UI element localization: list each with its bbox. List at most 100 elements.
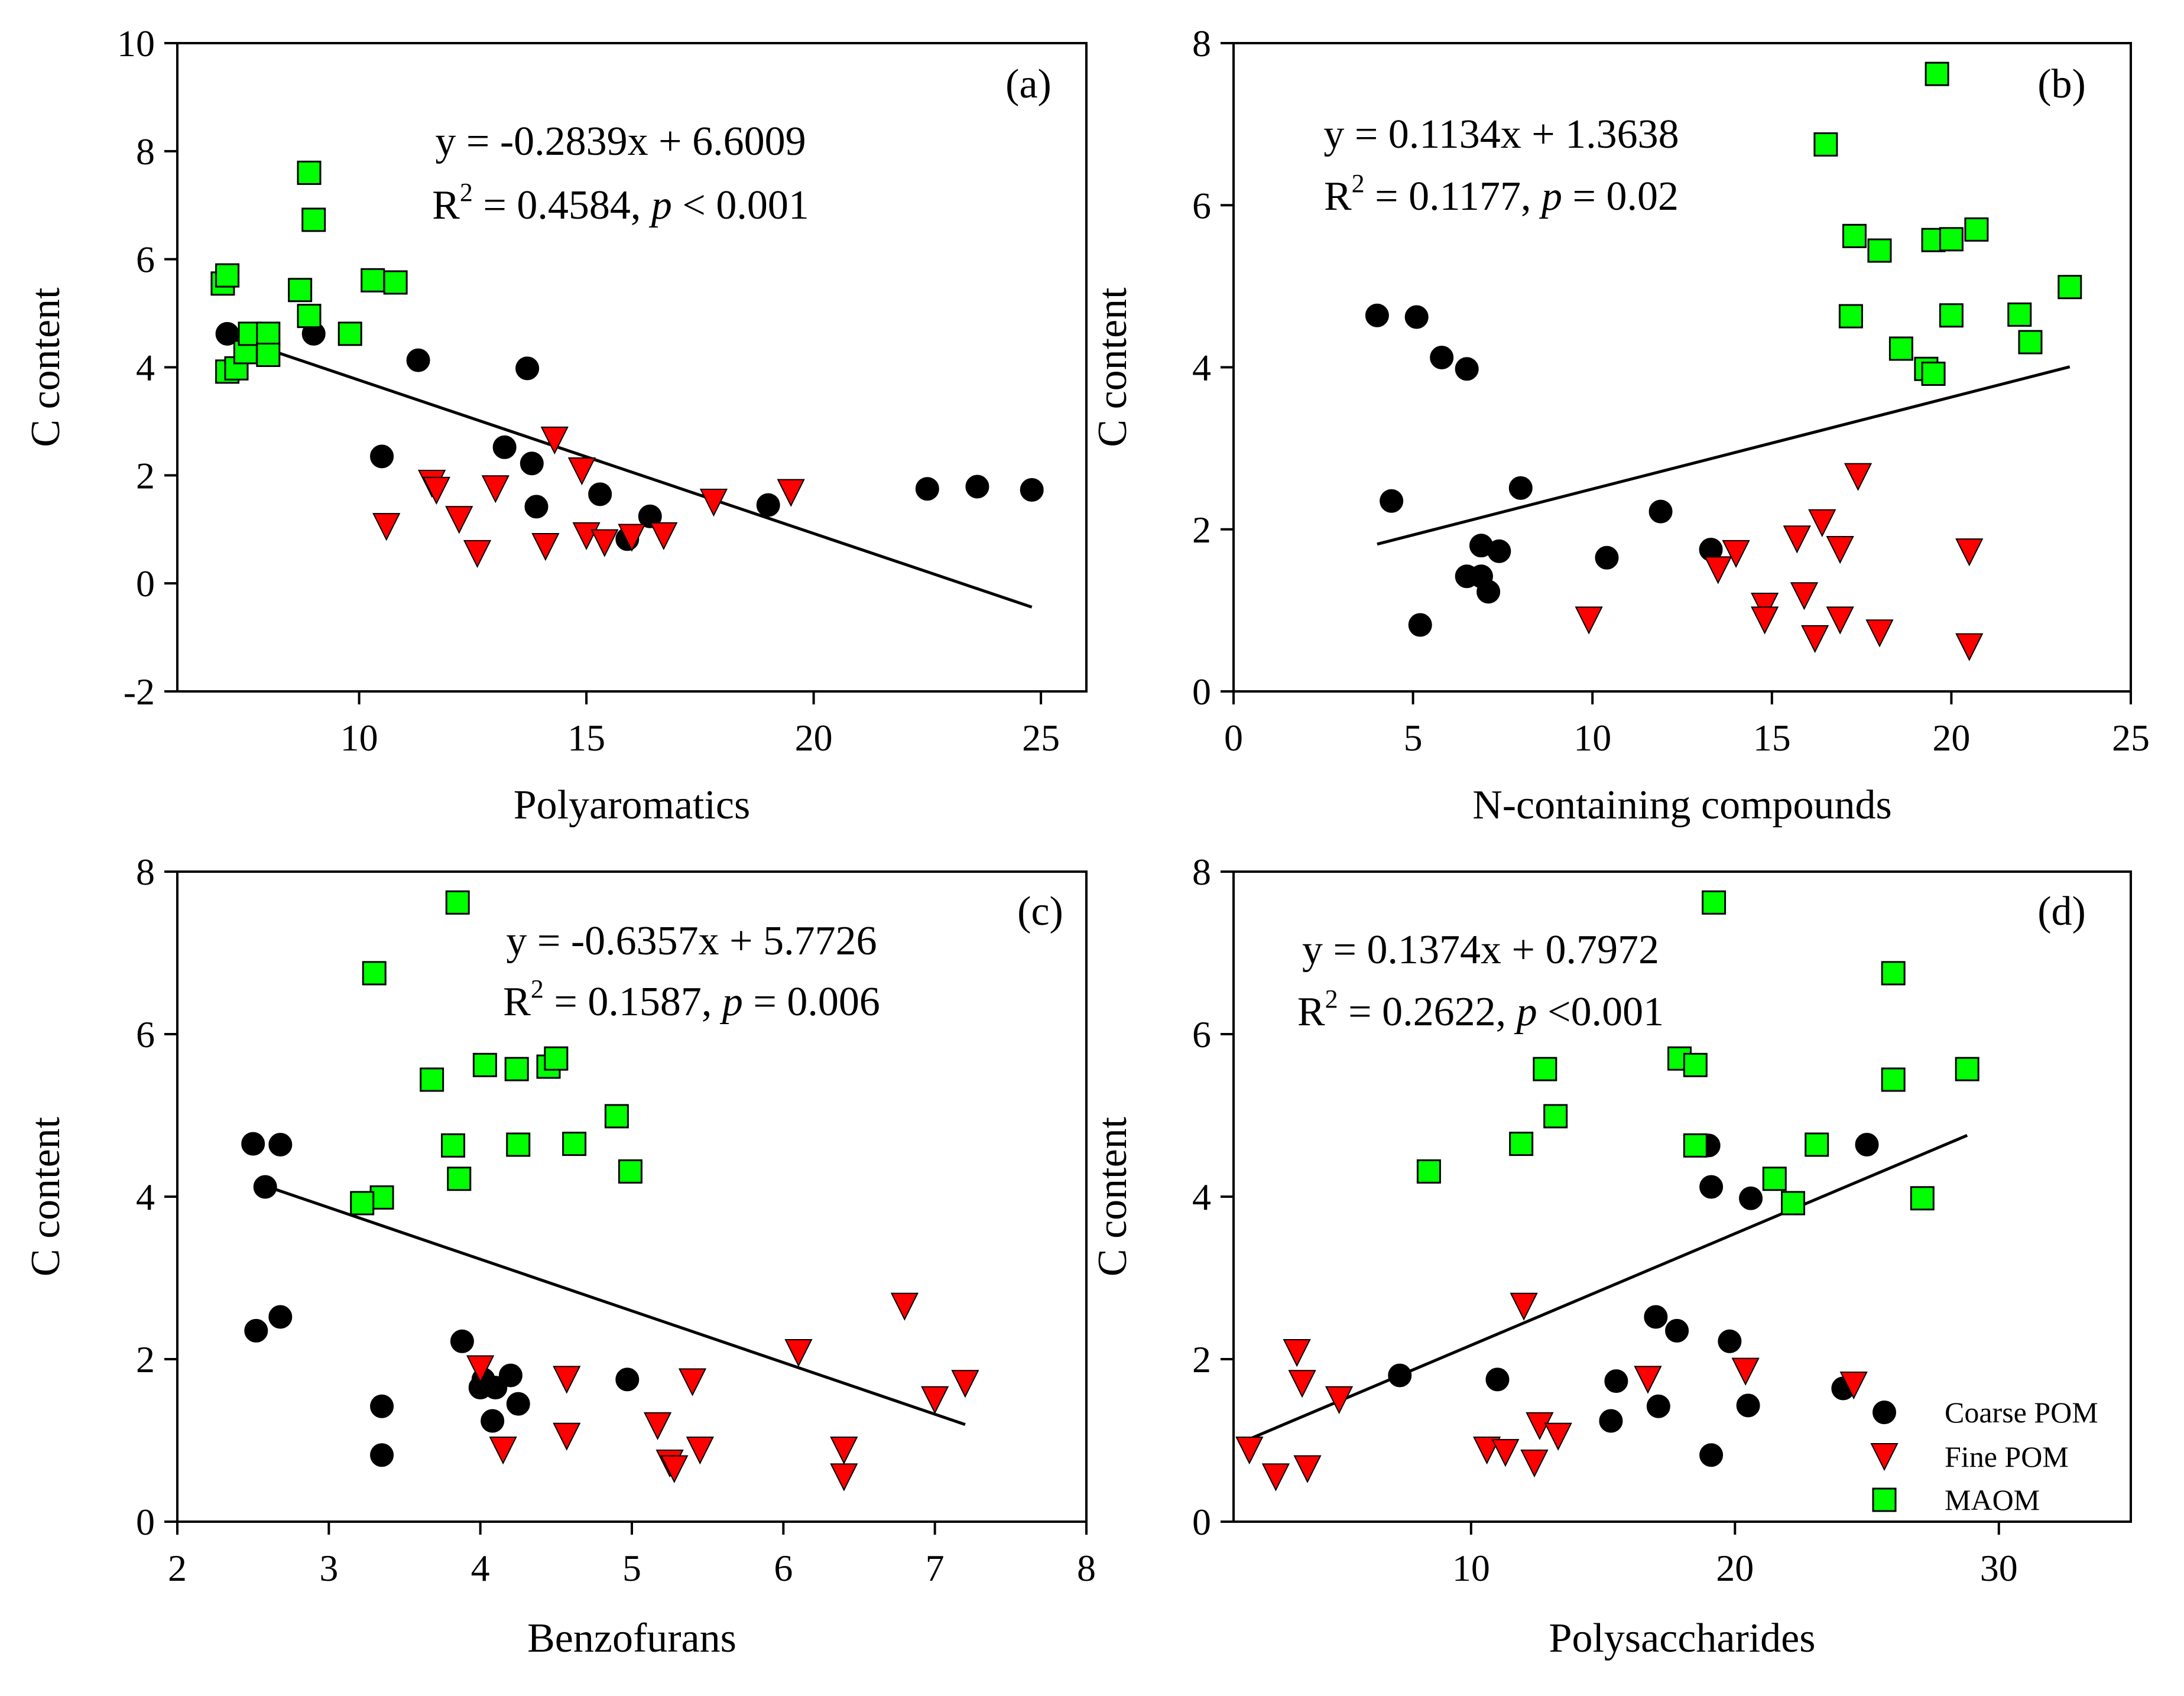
fine-pom-point <box>830 1463 858 1492</box>
fine-pom-point <box>489 1437 517 1465</box>
coarse-pom-point <box>253 1175 277 1199</box>
maom-point <box>338 321 362 346</box>
coarse-pom-point <box>756 493 780 517</box>
x-tick-label: 10 <box>1573 717 1611 759</box>
x-axis-title: Polyaromatics <box>514 782 750 828</box>
coarse-pom-point <box>1020 478 1044 502</box>
chart-panel-1: 0 2 4 6 8 0 5 10 15 20 25 N-containing compounds C c… <box>1090 22 2150 828</box>
x-tick-label: 25 <box>2112 717 2150 759</box>
legend-label: Fine POM <box>1945 1440 2069 1473</box>
fine-pom-point <box>372 513 401 541</box>
fine-pom-point <box>590 529 619 557</box>
maom-point <box>1509 1132 1534 1156</box>
fine-pom-point <box>777 479 805 507</box>
maom-point <box>215 263 240 288</box>
stats-r2-prefix: R <box>503 979 531 1025</box>
x-tick-label: 7 <box>926 1547 945 1589</box>
fine-pom-point <box>1955 538 1984 567</box>
coarse-pom-point <box>1644 1305 1668 1329</box>
fine-pom-point <box>678 1368 707 1396</box>
maom-point <box>362 961 387 986</box>
coarse-pom-point <box>1648 499 1673 524</box>
chart-panel-3: 0 2 4 6 8 10 20 30 Polysaccharides C content y = 0… <box>1090 851 2132 1661</box>
coarse-pom-point <box>1739 1186 1763 1210</box>
coarse-pom-point <box>1455 357 1479 381</box>
fine-pom-point <box>1544 1422 1572 1451</box>
regression-line <box>1248 1133 1968 1441</box>
stats-r2-prefix: R <box>1297 989 1325 1035</box>
fine-pom-point <box>1801 625 1829 654</box>
regression-stats: R2 = 0.2622, p <0.001 <box>1297 985 1664 1035</box>
x-axis-title: Benzofurans <box>527 1616 736 1661</box>
coarse-pom-point <box>492 435 517 459</box>
regression-equation: y = -0.2839x + 6.6009 <box>435 119 806 164</box>
fine-pom-point <box>531 533 560 561</box>
maom-point <box>1881 961 1906 986</box>
maom-point <box>288 278 313 303</box>
x-tick-label: 2 <box>168 1547 187 1589</box>
coarse-pom-point <box>483 1376 508 1400</box>
panel-label: (a) <box>1005 61 1052 107</box>
fine-pom-point <box>463 540 492 568</box>
fine-pom-point <box>1865 619 1894 648</box>
maom-point <box>1925 61 1949 86</box>
fine-pom-point <box>1826 536 1854 564</box>
fine-pom-point <box>1491 1439 1520 1467</box>
y-tick-label: 6 <box>1192 1013 1211 1055</box>
fine-pom-point <box>1293 1455 1322 1483</box>
coarse-pom-point <box>1485 1367 1510 1392</box>
y-tick-label: 6 <box>136 239 155 281</box>
coarse-pom-point <box>588 482 612 506</box>
stats-r2-sup: 2 <box>531 974 544 1003</box>
coarse-pom-point <box>1380 489 1404 513</box>
maom-point <box>544 1046 569 1071</box>
y-tick-label: 2 <box>136 1338 155 1380</box>
coarse-pom-point <box>1599 1409 1623 1433</box>
maom-point <box>2007 302 2032 327</box>
maom-point <box>256 321 281 346</box>
coarse-pom-point <box>915 477 939 501</box>
stats-p-value: = 0.006 <box>743 979 880 1025</box>
coarse-pom-point <box>1699 1443 1724 1467</box>
maom-point <box>1939 303 1964 328</box>
coarse-pom-point <box>1855 1133 1879 1156</box>
fine-pom-point <box>1839 1372 1868 1400</box>
maom-point <box>506 1132 531 1157</box>
coarse-pom-point <box>1718 1329 1742 1353</box>
y-tick-label: 8 <box>136 851 155 893</box>
regression-equation: y = -0.6357x + 5.7726 <box>506 918 877 964</box>
maom-point <box>297 304 322 329</box>
coarse-pom-point <box>268 1305 293 1329</box>
fine-pom-point <box>1844 463 1873 491</box>
coarse-pom-point <box>1365 303 1389 327</box>
fine-pom-point <box>1790 582 1819 610</box>
y-tick-label: 0 <box>136 1501 155 1543</box>
fine-pom-point <box>890 1292 919 1321</box>
fine-pom-point <box>1783 525 1811 554</box>
fine-pom-point <box>1704 556 1732 584</box>
maom-point <box>1805 1132 1829 1157</box>
x-tick-label: 20 <box>795 717 833 759</box>
fine-pom-point <box>618 524 646 552</box>
y-tick-label: 2 <box>136 454 155 496</box>
maom-point <box>1888 336 1913 361</box>
coarse-pom-point <box>450 1329 474 1353</box>
maom-point <box>1683 1052 1708 1077</box>
coarse-pom-point <box>506 1392 530 1416</box>
x-tick-label: 3 <box>319 1547 338 1589</box>
x-tick-label: 0 <box>1224 717 1243 759</box>
coarse-pom-point <box>241 1132 265 1156</box>
fine-pom-point <box>1575 606 1603 635</box>
maom-point <box>1813 132 1838 157</box>
maom-point <box>441 1133 466 1158</box>
stats-p-value: < 0.001 <box>672 183 809 228</box>
stats-r2-prefix: R <box>432 183 460 228</box>
maom-point <box>297 160 322 185</box>
coarse-pom-point <box>481 1409 505 1433</box>
x-tick-label: 5 <box>1404 717 1423 759</box>
coarse-pom-point <box>1604 1369 1628 1393</box>
fine-pom-point <box>1261 1463 1290 1492</box>
fine-pom-point <box>1235 1437 1264 1465</box>
